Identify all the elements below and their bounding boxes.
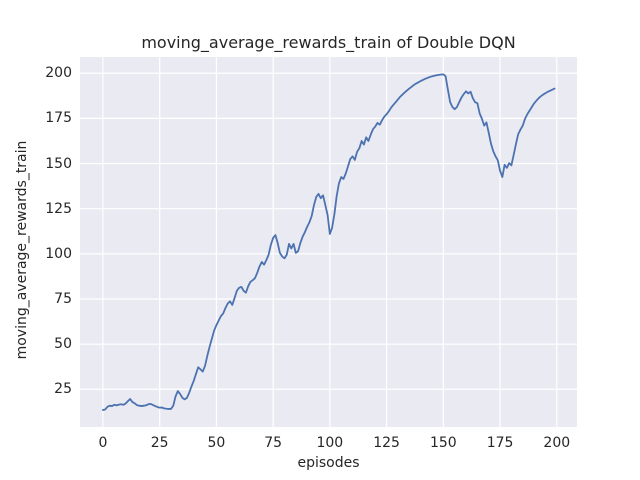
x-tick-label: 0 (98, 435, 108, 451)
y-tick-label: 150 (45, 155, 72, 172)
y-tick-label: 200 (45, 65, 72, 82)
x-tick-label: 25 (150, 435, 169, 451)
grid-lines (80, 57, 577, 427)
y-tick-label: 50 (54, 336, 72, 353)
y-tick-label: 25 (54, 381, 72, 398)
x-tick-label: 75 (264, 435, 283, 451)
chart-svg (80, 57, 577, 427)
x-tick-label: 150 (429, 435, 457, 451)
data-line-moving_average_rewards_train (102, 73, 556, 411)
chart-title: moving_average_rewards_train of Double D… (141, 33, 516, 52)
x-tick-label: 125 (373, 435, 400, 451)
x-tick-label: 200 (543, 435, 571, 451)
x-tick-label: 175 (486, 435, 514, 451)
y-tick-label: 75 (54, 290, 72, 307)
plot-area (80, 57, 577, 427)
y-axis-label: moving_average_rewards_train (14, 140, 30, 360)
x-tick-label: 100 (316, 435, 344, 451)
x-axis-label: episodes (297, 455, 360, 471)
x-tick-label: 50 (207, 435, 226, 451)
y-tick-label: 175 (45, 110, 72, 127)
y-tick-label: 125 (45, 200, 72, 217)
y-tick-label: 100 (45, 245, 72, 262)
